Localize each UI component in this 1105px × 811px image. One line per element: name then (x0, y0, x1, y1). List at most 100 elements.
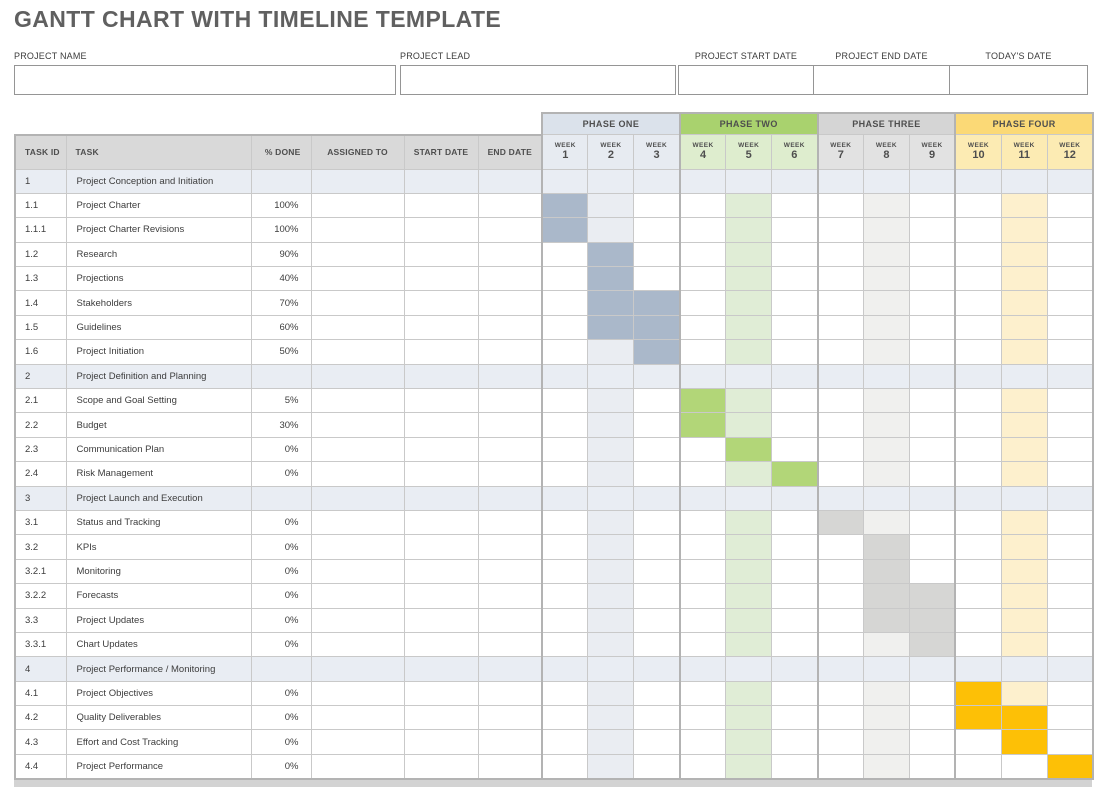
gantt-cell[interactable] (816, 705, 864, 731)
end-date-cell[interactable] (477, 290, 543, 316)
gantt-cell[interactable] (908, 558, 956, 585)
gantt-cell[interactable] (633, 192, 681, 219)
gantt-cell[interactable] (816, 363, 864, 390)
gantt-cell[interactable] (771, 290, 819, 316)
gantt-cell[interactable] (633, 461, 681, 487)
gantt-cell[interactable] (771, 241, 819, 268)
task-id-cell[interactable]: 3.3 (14, 607, 67, 633)
gantt-cell[interactable] (725, 168, 773, 194)
gantt-cell[interactable] (954, 363, 1002, 390)
gantt-bar-cell[interactable] (954, 705, 1002, 731)
gantt-cell[interactable] (678, 656, 727, 682)
assigned-to-cell[interactable] (310, 607, 405, 633)
assigned-to-cell[interactable] (310, 217, 405, 243)
start-date-cell[interactable] (403, 363, 479, 390)
gantt-cell[interactable] (771, 412, 819, 438)
task-id-cell[interactable]: 3.2.2 (14, 583, 67, 609)
gantt-bar-cell[interactable] (678, 412, 727, 438)
gantt-cell[interactable] (1046, 168, 1094, 194)
gantt-cell[interactable] (541, 485, 589, 511)
end-date-cell[interactable] (477, 461, 543, 487)
gantt-bar-cell[interactable] (541, 217, 589, 243)
gantt-cell[interactable] (725, 583, 773, 609)
gantt-cell[interactable] (678, 314, 727, 341)
percent-done-cell[interactable]: 0% (250, 436, 312, 463)
gantt-cell[interactable] (1046, 631, 1094, 658)
gantt-cell[interactable] (725, 217, 773, 243)
gantt-cell[interactable] (541, 363, 589, 390)
gantt-cell[interactable] (862, 388, 910, 414)
gantt-bar-cell[interactable] (633, 314, 681, 341)
start-date-cell[interactable] (403, 217, 479, 243)
gantt-cell[interactable] (725, 290, 773, 316)
end-date-cell[interactable] (477, 583, 543, 609)
gantt-cell[interactable] (908, 705, 956, 731)
gantt-cell[interactable] (954, 168, 1002, 194)
task-cell[interactable]: Chart Updates (65, 631, 252, 658)
assigned-to-cell[interactable] (310, 461, 405, 487)
start-date-cell[interactable] (403, 314, 479, 341)
gantt-cell[interactable] (816, 607, 864, 633)
task-cell[interactable]: Project Performance (65, 753, 252, 781)
gantt-cell[interactable] (1000, 656, 1048, 682)
end-date-cell[interactable] (477, 680, 543, 707)
task-cell[interactable]: Project Performance / Monitoring (65, 656, 252, 682)
gantt-cell[interactable] (1000, 583, 1048, 609)
end-date-cell[interactable] (477, 558, 543, 585)
gantt-cell[interactable] (954, 412, 1002, 438)
gantt-cell[interactable] (954, 509, 1002, 536)
gantt-cell[interactable] (816, 290, 864, 316)
gantt-cell[interactable] (862, 680, 910, 707)
gantt-cell[interactable] (678, 485, 727, 511)
percent-done-cell[interactable]: 0% (250, 680, 312, 707)
gantt-cell[interactable] (862, 217, 910, 243)
gantt-cell[interactable] (1046, 241, 1094, 268)
gantt-bar-cell[interactable] (771, 461, 819, 487)
gantt-cell[interactable] (678, 217, 727, 243)
assigned-to-cell[interactable] (310, 241, 405, 268)
gantt-cell[interactable] (678, 705, 727, 731)
gantt-cell[interactable] (541, 339, 589, 365)
gantt-cell[interactable] (862, 168, 910, 194)
gantt-cell[interactable] (771, 339, 819, 365)
percent-done-cell[interactable]: 0% (250, 753, 312, 781)
task-cell[interactable]: Monitoring (65, 558, 252, 585)
gantt-cell[interactable] (954, 241, 1002, 268)
end-date-cell[interactable] (477, 534, 543, 560)
gantt-cell[interactable] (541, 607, 589, 633)
gantt-cell[interactable] (587, 192, 635, 219)
gantt-cell[interactable] (678, 290, 727, 316)
task-id-cell[interactable]: 4.1 (14, 680, 67, 707)
gantt-cell[interactable] (1046, 290, 1094, 316)
gantt-cell[interactable] (541, 509, 589, 536)
end-date-cell[interactable] (477, 388, 543, 414)
gantt-cell[interactable] (1000, 631, 1048, 658)
assigned-to-cell[interactable] (310, 753, 405, 781)
gantt-cell[interactable] (1000, 388, 1048, 414)
end-date-cell[interactable] (477, 436, 543, 463)
assigned-to-cell[interactable] (310, 363, 405, 390)
gantt-cell[interactable] (587, 339, 635, 365)
gantt-cell[interactable] (725, 729, 773, 755)
task-cell[interactable]: Guidelines (65, 314, 252, 341)
gantt-cell[interactable] (908, 753, 956, 781)
gantt-cell[interactable] (1000, 192, 1048, 219)
gantt-cell[interactable] (1000, 266, 1048, 292)
gantt-cell[interactable] (954, 729, 1002, 755)
gantt-cell[interactable] (541, 266, 589, 292)
gantt-cell[interactable] (1046, 534, 1094, 560)
start-date-cell[interactable] (403, 412, 479, 438)
gantt-cell[interactable] (862, 339, 910, 365)
gantt-cell[interactable] (816, 314, 864, 341)
start-date-cell[interactable] (403, 168, 479, 194)
assigned-to-cell[interactable] (310, 388, 405, 414)
task-id-cell[interactable]: 2 (14, 363, 67, 390)
gantt-cell[interactable] (1046, 705, 1094, 731)
percent-done-cell[interactable]: 60% (250, 314, 312, 341)
task-id-cell[interactable]: 2.2 (14, 412, 67, 438)
gantt-cell[interactable] (587, 631, 635, 658)
gantt-cell[interactable] (587, 412, 635, 438)
start-date-cell[interactable] (403, 607, 479, 633)
gantt-cell[interactable] (954, 485, 1002, 511)
gantt-cell[interactable] (1000, 217, 1048, 243)
